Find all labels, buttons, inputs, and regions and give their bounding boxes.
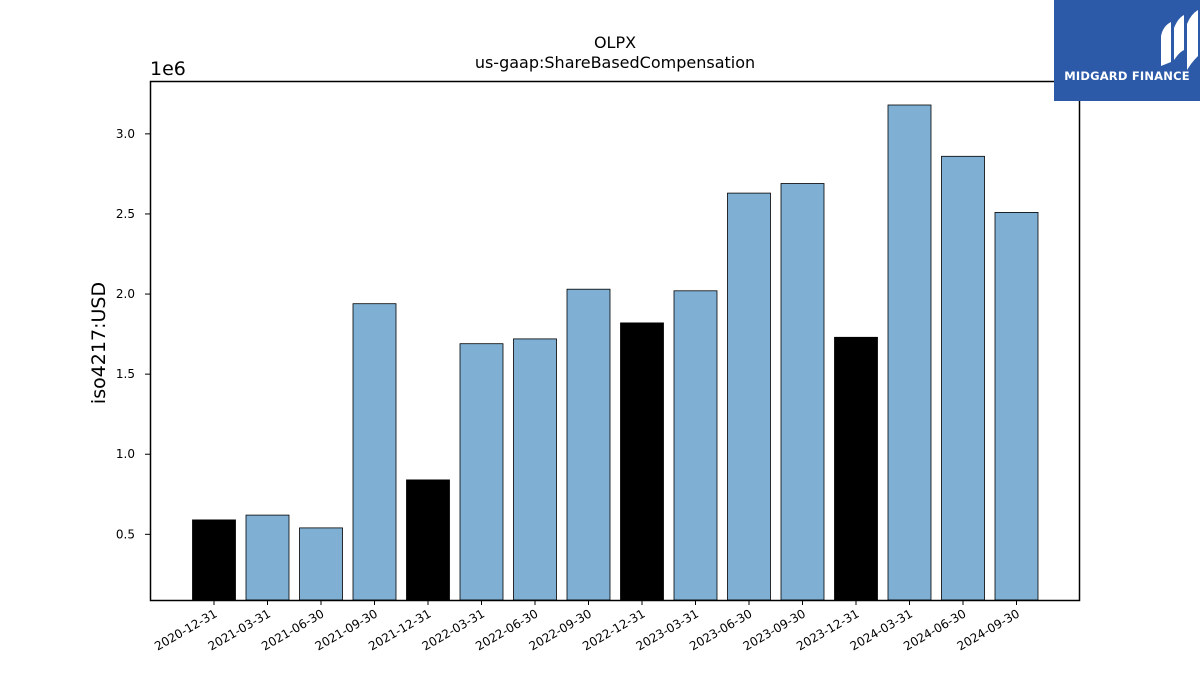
bars-group [192, 104, 1039, 601]
bar-2022-12-31 [620, 322, 664, 601]
x-ticks-group: 2020-12-312021-03-312021-06-302021-09-30… [152, 600, 1022, 653]
bar-2023-12-31 [834, 336, 878, 601]
logo-text: MIDGARD FINANCE [1064, 69, 1190, 83]
y-ticks-group: 0.5 1.0 1.5 2.0 2.5 3.0 [116, 127, 150, 541]
bar-2023-09-30 [780, 183, 825, 601]
y-tick-label: 0.5 [116, 527, 135, 541]
y-tick-label: 3.0 [116, 127, 135, 141]
y-tick-label: 1.0 [116, 447, 135, 461]
bar-2021-09-30 [352, 303, 397, 601]
bar-2024-03-31 [887, 104, 932, 601]
bar-2021-06-30 [299, 527, 343, 601]
bar-2023-06-30 [727, 192, 771, 601]
chart-subtitle: us-gaap:ShareBasedCompensation [475, 53, 755, 72]
y-axis-label: iso4217:USD [88, 282, 110, 404]
y-tick-label: 2.5 [116, 207, 135, 221]
bar-2024-09-30 [994, 211, 1039, 601]
plot-frame [149, 80, 1081, 602]
bar-2024-06-30 [941, 155, 985, 601]
y-offset-label: 1e6 [150, 58, 186, 80]
midgard-finance-logo: MIDGARD FINANCE [1054, 0, 1200, 101]
chart-title: OLPX [594, 33, 636, 52]
bar-2021-03-31 [245, 514, 290, 601]
y-tick-label: 2.0 [116, 287, 135, 301]
y-tick-label: 1.5 [116, 367, 135, 381]
midgard-logo-icon [1161, 10, 1198, 70]
bar-2022-09-30 [566, 288, 611, 601]
bar-2021-12-31 [406, 479, 450, 601]
bar-2020-12-31 [192, 519, 236, 601]
bar-2022-03-31 [459, 343, 504, 601]
bar-2023-03-31 [673, 290, 718, 601]
bar-2022-06-30 [513, 338, 557, 601]
